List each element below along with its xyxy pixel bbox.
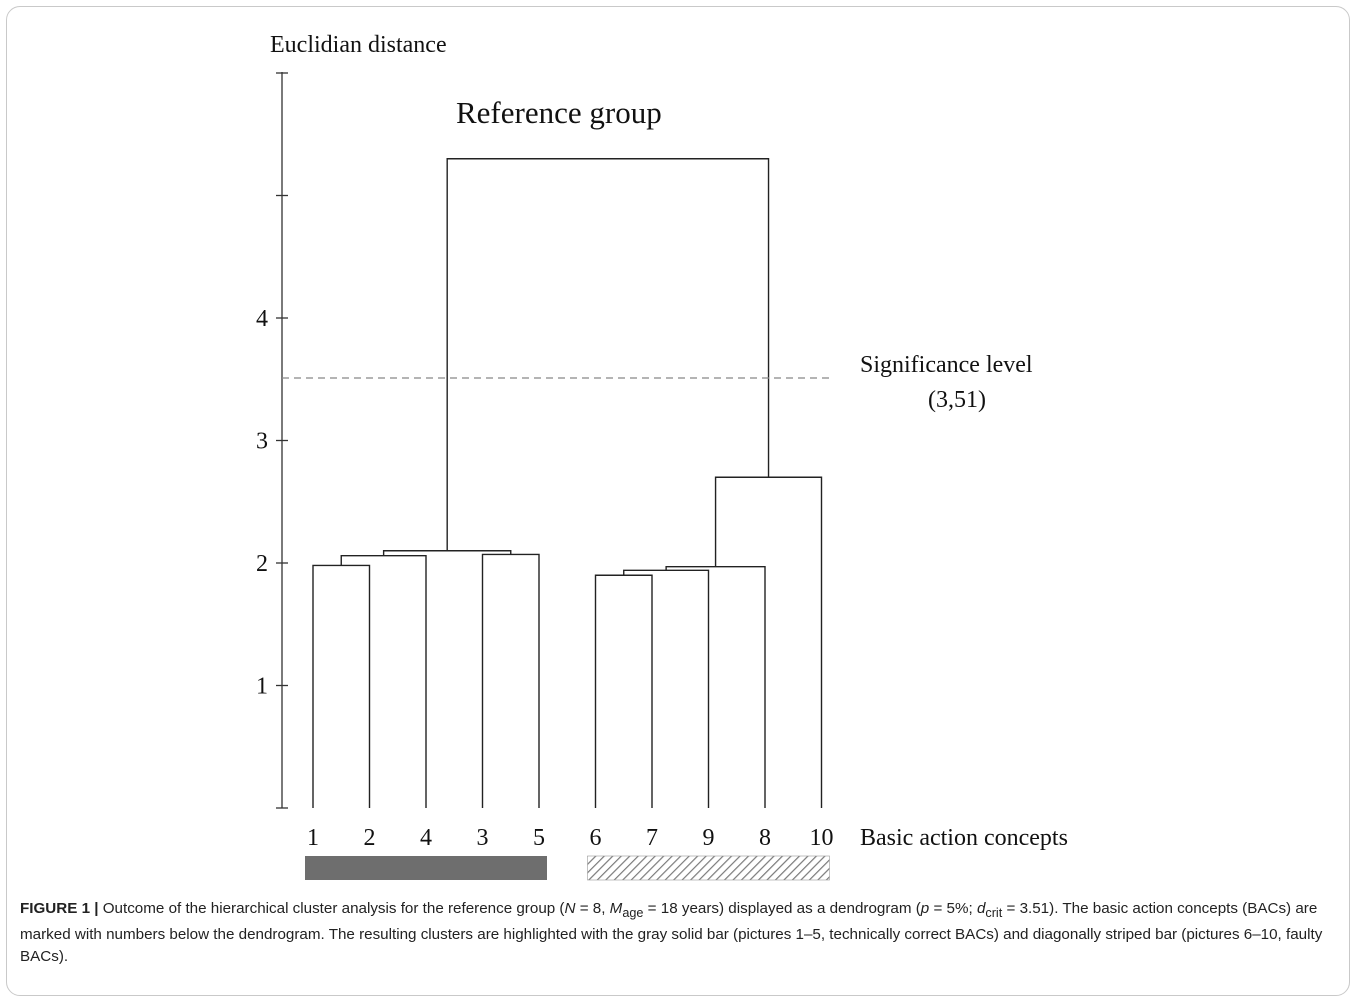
- significance-label: Significance level: [860, 352, 1033, 378]
- caption-d-var: d: [976, 900, 986, 917]
- significance-value-label: (3,51): [928, 387, 986, 413]
- leaf-label: 7: [646, 825, 658, 851]
- y-axis-label: Euclidian distance: [270, 32, 447, 58]
- caption-label: FIGURE 1 |: [20, 900, 99, 917]
- y-tick-label: 3: [256, 429, 268, 455]
- dendrogram-link: [446, 158, 770, 551]
- leaf-label: 10: [810, 825, 834, 851]
- dendrogram-link: [665, 565, 766, 808]
- leaf-label: 9: [703, 825, 715, 851]
- caption-m-sub: age: [622, 906, 644, 921]
- leaf-label: 1: [307, 825, 319, 851]
- caption-d-sub: crit: [985, 906, 1003, 921]
- y-tick-label: 4: [256, 306, 268, 332]
- caption-text-1: Outcome of the hierarchical cluster anal…: [98, 900, 565, 917]
- leaf-label: 8: [759, 825, 771, 851]
- leaf-label: 2: [364, 825, 376, 851]
- y-tick-label: 1: [256, 674, 268, 700]
- dendrogram-link: [714, 476, 823, 808]
- caption-p-var: p: [920, 900, 930, 917]
- dendrogram-chart: Euclidian distance Reference group Signi…: [256, 32, 1068, 881]
- leaf-label: 3: [477, 825, 489, 851]
- x-axis-label: Basic action concepts: [860, 825, 1068, 851]
- y-tick-label: 2: [256, 551, 268, 577]
- figure-frame: [6, 6, 1350, 996]
- caption-text-2: = 8,: [575, 900, 610, 917]
- caption-text-4: = 5%;: [929, 900, 977, 917]
- dendrogram-link: [340, 554, 427, 808]
- caption-m-var: M: [609, 900, 623, 917]
- cluster-bar: [305, 856, 547, 880]
- dendrogram-link: [623, 569, 710, 808]
- caption-text-3: = 18 years) displayed as a dendrogram (: [643, 900, 921, 917]
- caption-text-5: = 3.51). The basic action concepts (BACs…: [20, 900, 1323, 966]
- leaf-label: 5: [533, 825, 545, 851]
- dendrogram-link: [312, 564, 371, 808]
- dendrogram-link: [481, 553, 540, 808]
- figure-caption: FIGURE 1 | Outcome of the hierarchical c…: [20, 898, 1340, 968]
- leaf-label: 4: [420, 825, 432, 851]
- cluster-bar: [587, 855, 830, 881]
- leaf-label: 6: [590, 825, 602, 851]
- dendrogram-link: [594, 574, 653, 808]
- chart-title: Reference group: [456, 95, 662, 130]
- caption-n-var: N: [564, 900, 576, 917]
